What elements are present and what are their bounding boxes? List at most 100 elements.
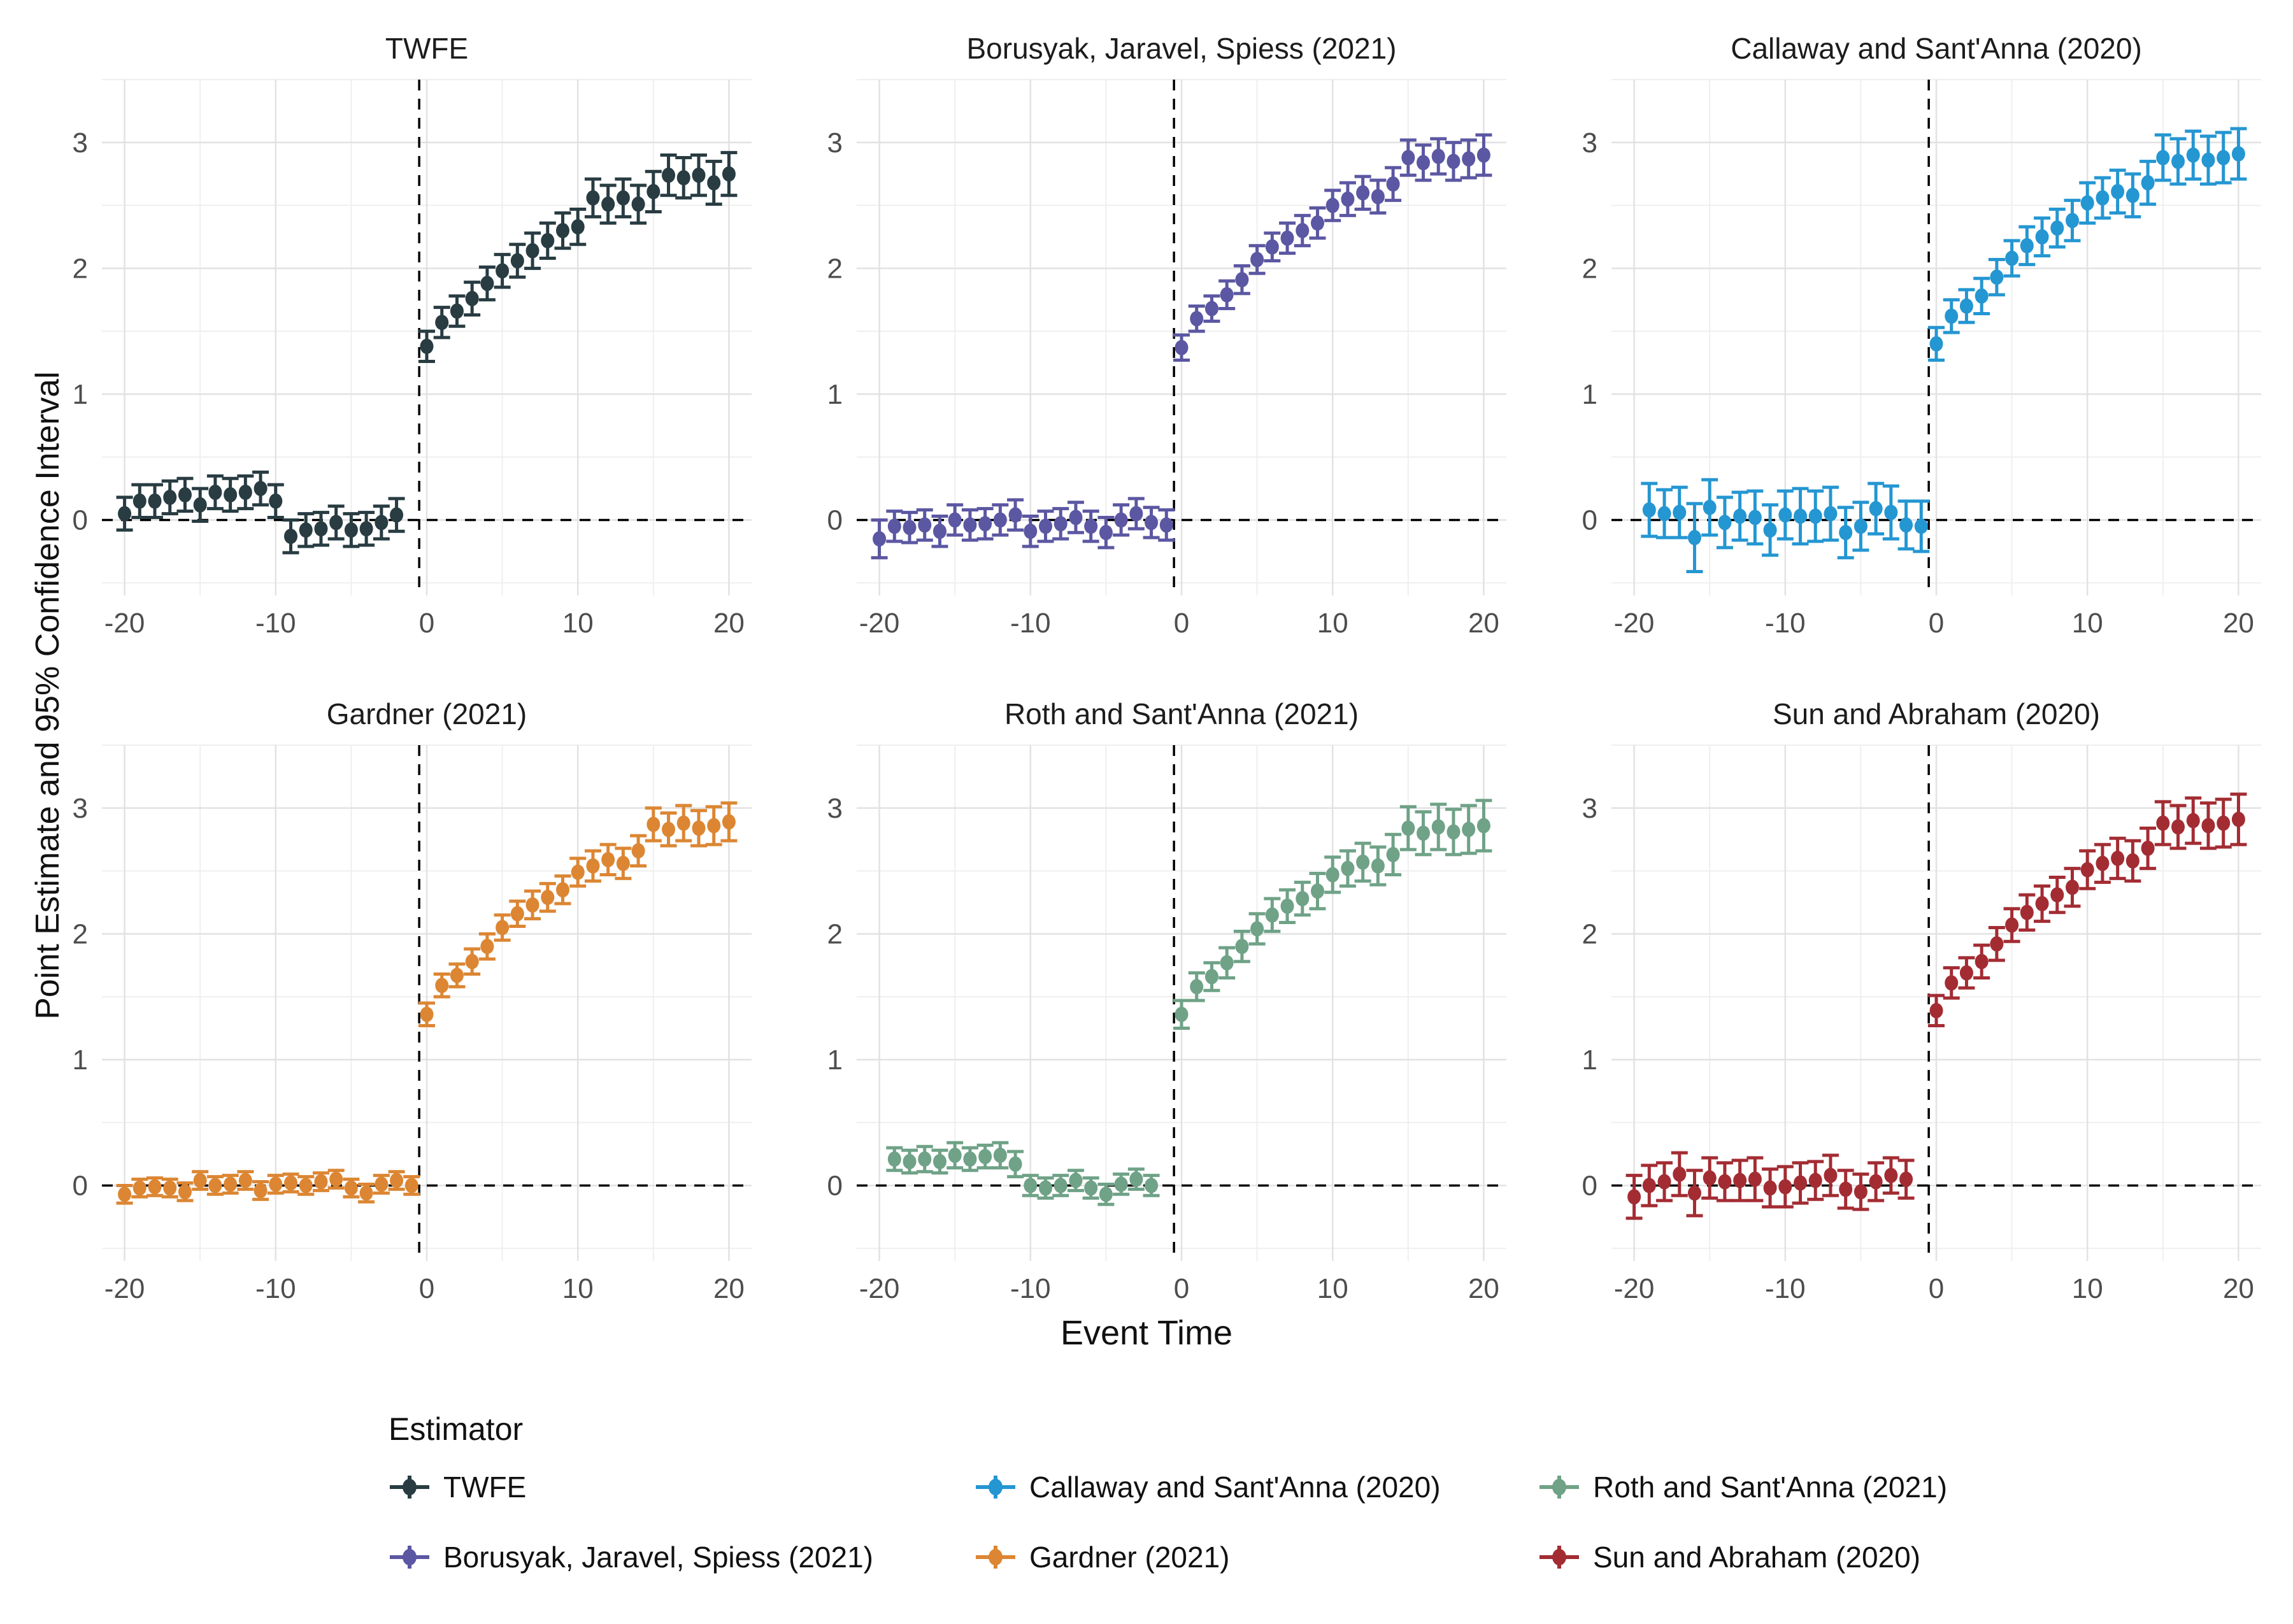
svg-text:10: 10 bbox=[562, 1273, 594, 1304]
errorbar-point bbox=[569, 857, 587, 888]
svg-text:0: 0 bbox=[1174, 1273, 1189, 1304]
pointrange-series bbox=[1625, 792, 2247, 1220]
svg-text:1: 1 bbox=[73, 1044, 88, 1076]
panel-title: Callaway and Sant'Anna (2020) bbox=[1731, 32, 2142, 65]
errorbar-point bbox=[1776, 489, 1794, 541]
errorbar-point bbox=[478, 265, 496, 302]
errorbar-point bbox=[343, 1178, 360, 1199]
errorbar-point bbox=[1882, 484, 1899, 541]
x-axis-label: Event Time bbox=[1060, 1314, 1233, 1352]
errorbar-point bbox=[1641, 481, 1658, 538]
errorbar-point bbox=[1052, 1174, 1069, 1197]
svg-text:0: 0 bbox=[1929, 608, 1944, 639]
errorbar-point bbox=[1701, 1156, 1718, 1200]
errorbar-point bbox=[645, 169, 662, 213]
errorbar-point bbox=[1973, 943, 1990, 979]
errorbar-point bbox=[554, 874, 571, 906]
errorbar-point bbox=[282, 518, 299, 555]
svg-text:20: 20 bbox=[2223, 608, 2254, 639]
errorbar-point bbox=[1475, 133, 1492, 177]
errorbar-point bbox=[2064, 867, 2081, 908]
svg-text:0: 0 bbox=[827, 1170, 843, 1201]
errorbar-point bbox=[1324, 189, 1341, 222]
errorbar-point bbox=[554, 211, 571, 250]
errorbar-point bbox=[1188, 971, 1205, 1002]
errorbar-point bbox=[464, 947, 481, 976]
svg-text:2: 2 bbox=[1582, 253, 1597, 284]
errorbar-point bbox=[2169, 137, 2187, 186]
x-tick-labels: -20 -10 0 10 20 bbox=[1614, 608, 2254, 639]
errorbar-point bbox=[1958, 288, 1975, 324]
errorbar-point bbox=[1928, 325, 1945, 362]
errorbar-point bbox=[946, 503, 964, 537]
errorbar-point bbox=[2215, 131, 2232, 185]
errorbar-point bbox=[2094, 843, 2111, 884]
errorbar-point bbox=[1445, 141, 1462, 182]
errorbar-point bbox=[297, 1175, 315, 1196]
errorbar-point bbox=[2124, 839, 2141, 883]
svg-text:2: 2 bbox=[73, 253, 88, 284]
errorbar-point bbox=[1747, 1156, 1764, 1202]
errorbar-point bbox=[1264, 231, 1281, 262]
errorbar-point bbox=[403, 1175, 420, 1196]
errorbar-point bbox=[2048, 207, 2066, 249]
errorbar-point bbox=[1671, 485, 1688, 539]
errorbar-point bbox=[931, 1148, 948, 1175]
errorbar-point bbox=[373, 504, 390, 541]
errorbar-point bbox=[1762, 503, 1779, 557]
errorbar-point bbox=[478, 932, 496, 961]
svg-text:3: 3 bbox=[1582, 793, 1597, 824]
errorbar-point bbox=[267, 483, 284, 520]
svg-text:3: 3 bbox=[827, 793, 843, 824]
y-tick-labels: 0 1 2 3 bbox=[73, 127, 88, 536]
errorbar-point bbox=[418, 329, 435, 364]
svg-text:20: 20 bbox=[1468, 608, 1499, 639]
errorbar-point bbox=[1656, 1161, 1673, 1202]
errorbar-point bbox=[237, 474, 254, 511]
errorbar-point bbox=[2079, 849, 2096, 890]
x-tick-labels: -20 -10 0 10 20 bbox=[859, 608, 1499, 639]
svg-text:-10: -10 bbox=[255, 608, 296, 639]
panel-title: Gardner (2021) bbox=[327, 697, 527, 730]
svg-text:1: 1 bbox=[73, 379, 88, 410]
errorbar-point bbox=[2139, 826, 2157, 871]
errorbar-point bbox=[1792, 487, 1809, 546]
errorbar-point bbox=[976, 1143, 994, 1170]
legend-key-icon bbox=[976, 1546, 1015, 1569]
svg-text:-20: -20 bbox=[859, 608, 900, 639]
panel-gardner-2021: 0 1 2 3 -20 -10 0 10 20 Gardner (2021) bbox=[38, 685, 764, 1328]
errorbar-point bbox=[146, 483, 164, 520]
errorbar-point bbox=[660, 811, 677, 848]
errorbar-point bbox=[373, 1174, 390, 1195]
errorbar-point bbox=[206, 474, 224, 511]
svg-text:10: 10 bbox=[562, 608, 594, 639]
svg-text:0: 0 bbox=[1929, 1273, 1944, 1304]
errorbar-point bbox=[1067, 1169, 1084, 1192]
errorbar-point bbox=[1037, 1176, 1054, 1200]
errorbar-point bbox=[1052, 507, 1069, 541]
errorbar-point bbox=[1037, 509, 1054, 543]
svg-text:3: 3 bbox=[73, 127, 88, 159]
svg-text:-10: -10 bbox=[1765, 1273, 1806, 1304]
errorbar-point bbox=[675, 155, 692, 200]
errorbar-point bbox=[916, 508, 933, 542]
errorbar-point bbox=[1897, 499, 1915, 551]
errorbar-point bbox=[1868, 1161, 1885, 1202]
errorbar-point bbox=[992, 1141, 1009, 1170]
errorbar-point bbox=[1127, 1167, 1145, 1191]
errorbar-point bbox=[1354, 175, 1371, 211]
errorbar-point bbox=[192, 487, 209, 523]
errorbar-point bbox=[539, 221, 556, 260]
errorbar-point bbox=[1188, 304, 1205, 333]
legend-entry-sun-and-abraham-2020: Sun and Abraham (2020) bbox=[1538, 1532, 1920, 1583]
errorbar-point bbox=[539, 881, 556, 913]
pointrange-series bbox=[116, 801, 738, 1205]
errorbar-point bbox=[2230, 127, 2247, 181]
errorbar-point bbox=[1082, 509, 1099, 543]
errorbar-point bbox=[931, 515, 948, 548]
errorbar-point bbox=[2230, 792, 2247, 846]
errorbar-point bbox=[569, 207, 587, 246]
errorbar-point bbox=[146, 1176, 164, 1197]
errorbar-point bbox=[1218, 946, 1236, 979]
errorbar-point bbox=[961, 1146, 978, 1172]
